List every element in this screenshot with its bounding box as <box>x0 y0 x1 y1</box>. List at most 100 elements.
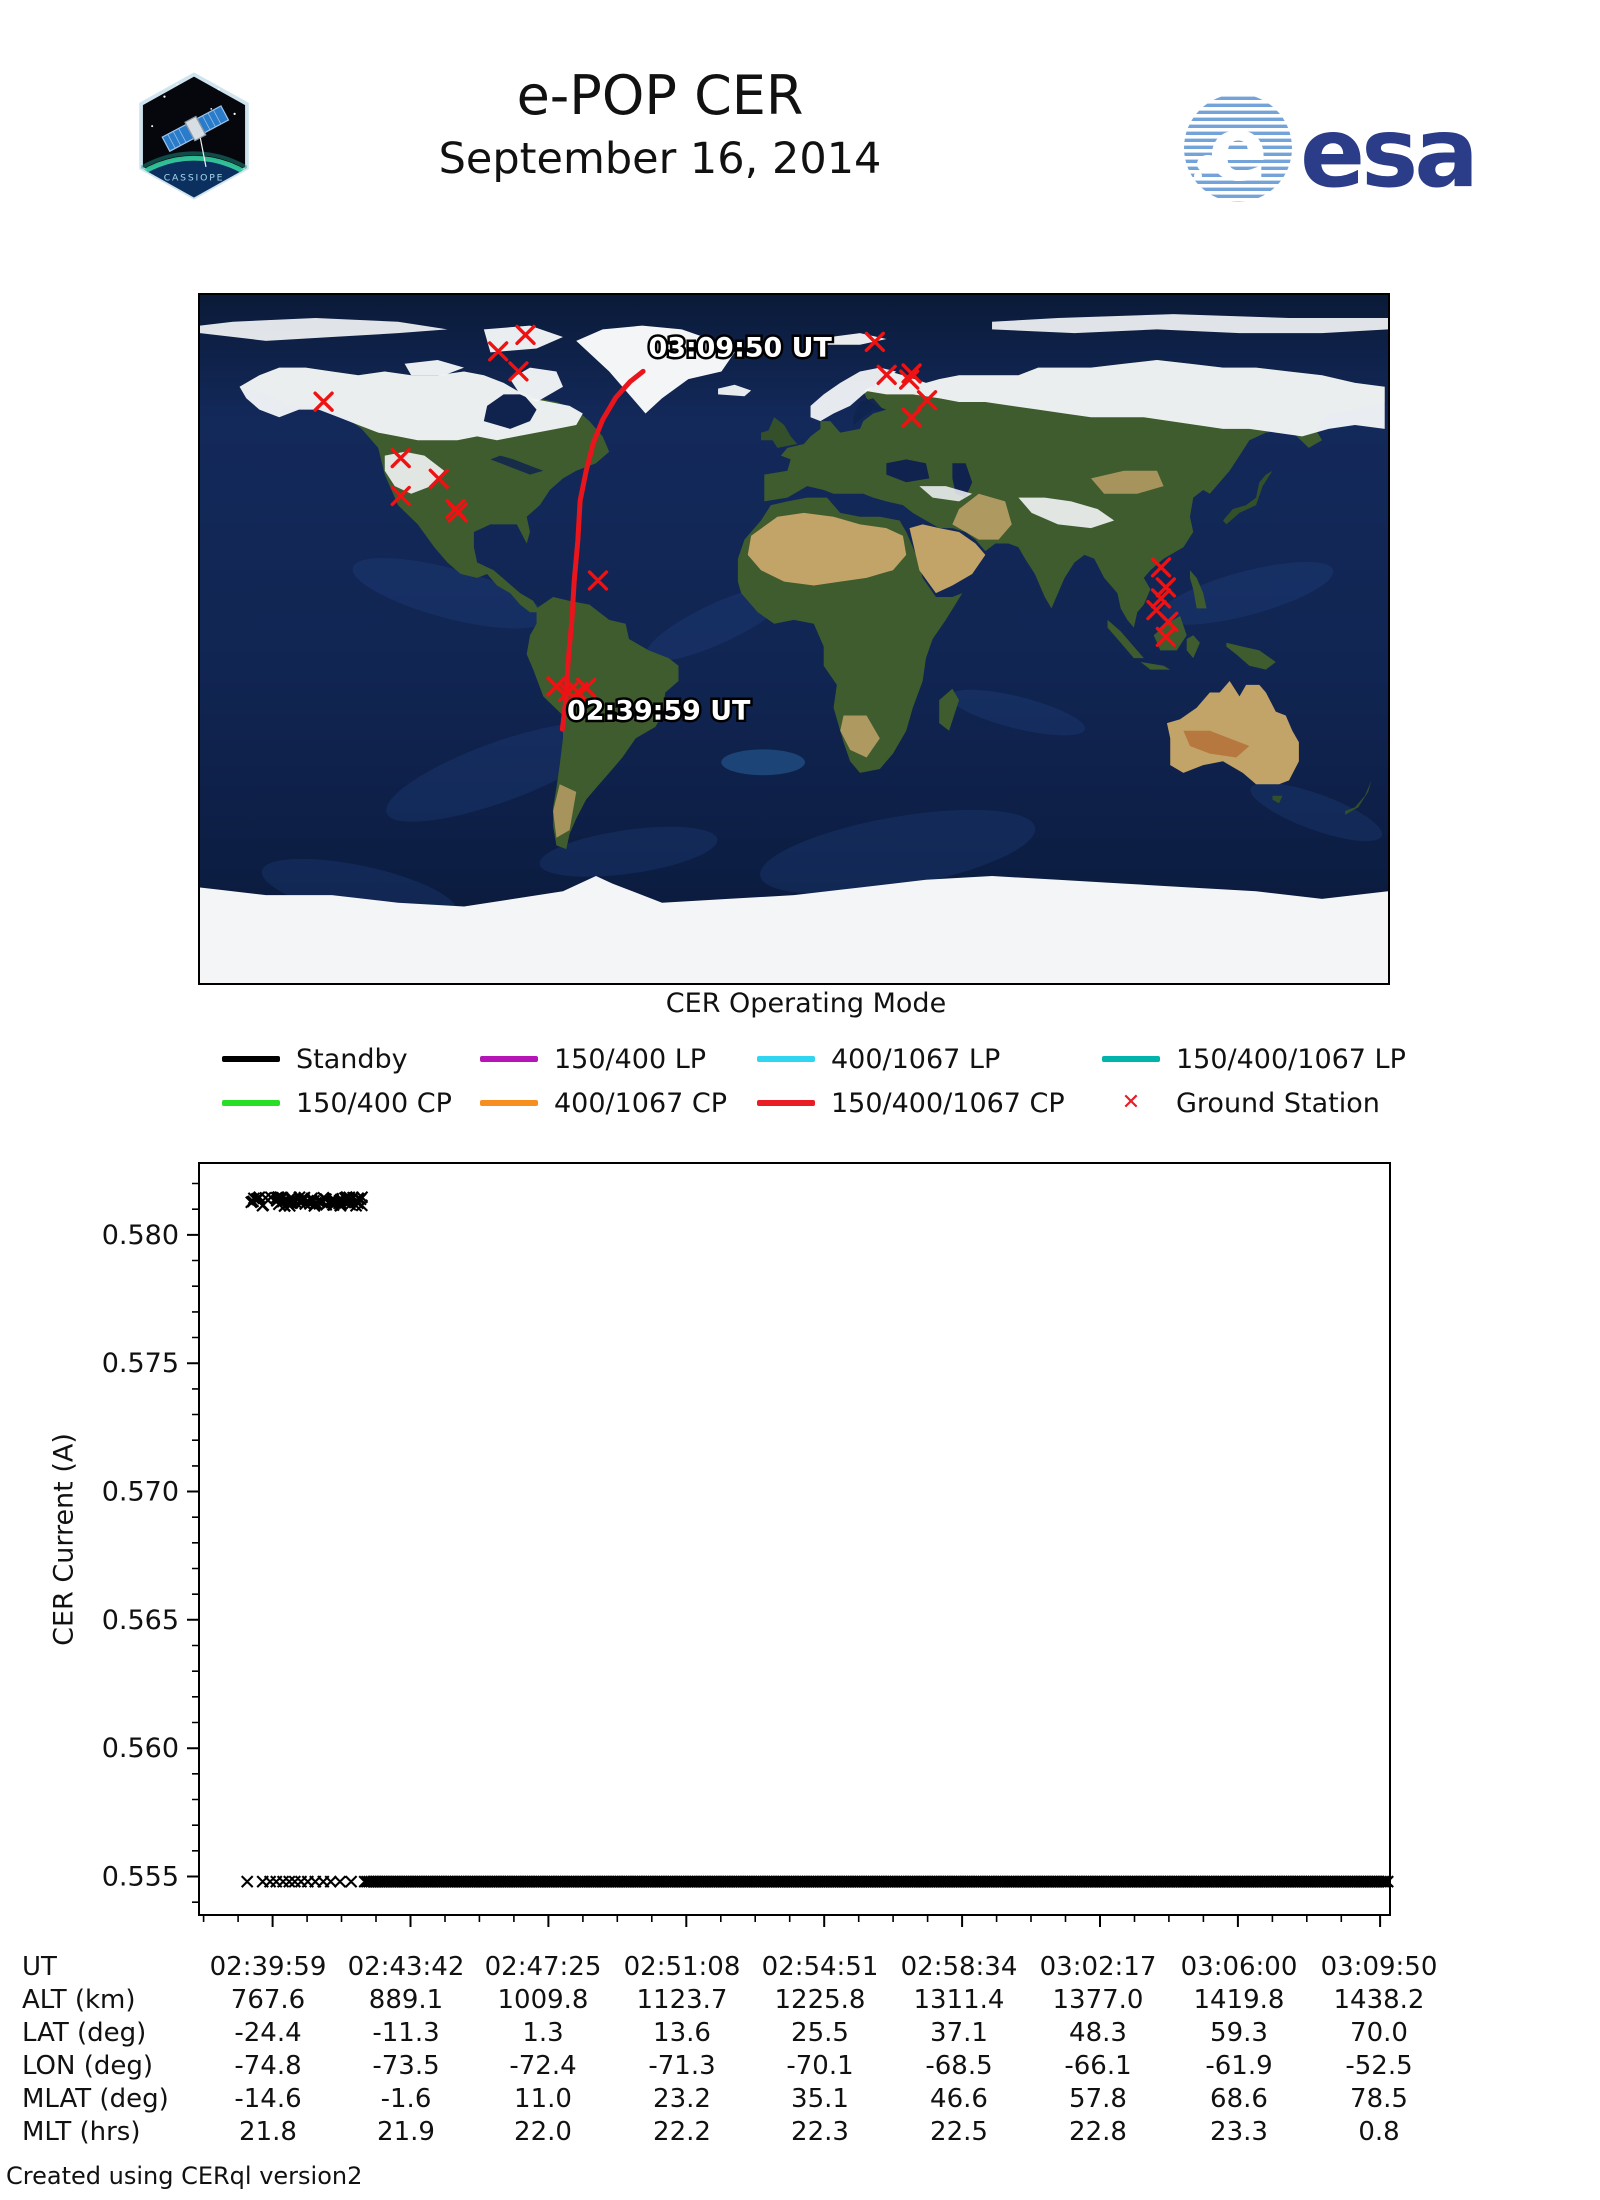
table-cell: 22.2 <box>653 2117 711 2147</box>
table-cell: 03:06:00 <box>1180 1952 1298 1982</box>
table-cell: 02:58:34 <box>900 1952 1018 1982</box>
table-cell: -61.9 <box>1205 2051 1273 2081</box>
table-cell: -70.1 <box>786 2051 854 2081</box>
table-cell: -73.5 <box>372 2051 440 2081</box>
legend-line-sample <box>480 1056 538 1062</box>
legend-line-sample <box>480 1100 538 1106</box>
y-tick-label: 0.560 <box>102 1733 179 1764</box>
table-cell: 22.0 <box>514 2117 572 2147</box>
esa-logo: e esa <box>1184 94 1478 208</box>
y-tick-label: 0.580 <box>102 1220 179 1251</box>
table-cell: 1.3 <box>522 2018 564 2048</box>
table-cell: 48.3 <box>1069 2018 1127 2048</box>
table-cell: 03:02:17 <box>1039 1952 1157 1982</box>
table-cell: 1009.8 <box>497 1985 589 2015</box>
table-cell: 21.9 <box>377 2117 435 2147</box>
svg-text:e: e <box>1208 98 1268 201</box>
table-cell: -1.6 <box>380 2084 432 2114</box>
table-cell: 02:51:08 <box>623 1952 741 1982</box>
table-cell: -74.8 <box>234 2051 302 2081</box>
table-cell: -71.3 <box>648 2051 716 2081</box>
satellite-track <box>559 368 646 732</box>
legend-line-sample <box>222 1100 280 1106</box>
table-row-label: ALT (km) <box>22 1985 136 2015</box>
table-cell: -72.4 <box>509 2051 577 2081</box>
table-cell: 1225.8 <box>774 1985 866 2015</box>
table-cell: -24.4 <box>234 2018 302 2048</box>
y-axis-label: CER Current (A) <box>48 1433 80 1646</box>
cassiope-mission-patch: CASSIOPE <box>139 72 249 200</box>
map-overlay: 03:09:50 UT 02:39:59 UT <box>313 324 1179 732</box>
table-cell: -11.3 <box>372 2018 440 2048</box>
legend-label: 150/400 CP <box>296 1087 452 1119</box>
table-cell: 03:09:50 <box>1320 1952 1438 1982</box>
page-title: e-POP CER <box>516 64 804 127</box>
patch-satellite <box>161 105 230 167</box>
table-cell: 23.2 <box>653 2084 711 2114</box>
y-tick-label: 0.555 <box>102 1862 179 1893</box>
table-cell: 68.6 <box>1210 2084 1268 2114</box>
legend-item-150-400-lp: 150/400 LP <box>480 1042 706 1076</box>
table-cell: 37.1 <box>930 2018 988 2048</box>
series-standby-high-cluster <box>245 1190 369 1213</box>
table-row-label: MLAT (deg) <box>22 2084 169 2114</box>
table-cell: 78.5 <box>1350 2084 1408 2114</box>
legend-x-marker-sample: ✕ <box>1121 1090 1141 1115</box>
table-cell: 1311.4 <box>913 1985 1005 2015</box>
table-row-label: UT <box>22 1952 57 1982</box>
legend-label: Ground Station <box>1176 1087 1380 1119</box>
major-ticks <box>187 1233 1382 1927</box>
legend-label: 150/400/1067 LP <box>1176 1043 1406 1075</box>
table-row-label: LAT (deg) <box>22 2018 147 2048</box>
table-cell: -52.5 <box>1345 2051 1413 2081</box>
legend-line-sample <box>757 1056 815 1062</box>
table-cell: 46.6 <box>930 2084 988 2114</box>
series-standby-low-continuous <box>358 1875 1394 1888</box>
series-standby-low-sparse <box>240 1875 358 1888</box>
minor-ticks <box>192 1182 1343 1922</box>
table-cell: 35.1 <box>791 2084 849 2114</box>
table-cell: 02:39:59 <box>209 1952 327 1982</box>
legend-label: Standby <box>296 1043 408 1075</box>
table-cell: -68.5 <box>925 2051 993 2081</box>
track-start-label: 02:39:59 UT <box>567 696 751 727</box>
legend-item-150-400-1067-lp: 150/400/1067 LP <box>1102 1042 1406 1076</box>
legend-item-150-400-cp: 150/400 CP <box>222 1086 452 1120</box>
plot-frame <box>198 1162 1391 1916</box>
page-date: September 16, 2014 <box>438 134 882 184</box>
table-cell: 25.5 <box>791 2018 849 2048</box>
patch-text: CASSIOPE <box>164 172 225 183</box>
table-cell: 02:47:25 <box>484 1952 602 1982</box>
table-cell: 22.5 <box>930 2117 988 2147</box>
table-cell: 21.8 <box>239 2117 297 2147</box>
table-cell: 70.0 <box>1350 2018 1408 2048</box>
table-cell: 02:43:42 <box>347 1952 465 1982</box>
table-cell: 22.8 <box>1069 2117 1127 2147</box>
table-cell: 767.6 <box>230 1985 306 2015</box>
table-cell: 1419.8 <box>1193 1985 1285 2015</box>
table-cell: 22.3 <box>791 2117 849 2147</box>
table-cell: 0.8 <box>1358 2117 1400 2147</box>
legend-label: 400/1067 LP <box>831 1043 1001 1075</box>
esa-globe <box>1184 94 1292 202</box>
ground-station-markers <box>313 324 1179 703</box>
y-tick-label: 0.575 <box>102 1348 179 1379</box>
legend-label: 150/400 LP <box>554 1043 707 1075</box>
legend-line-sample <box>757 1100 815 1106</box>
y-tick-label: 0.570 <box>102 1477 179 1508</box>
table-cell: 11.0 <box>514 2084 572 2114</box>
table-cell: -66.1 <box>1064 2051 1132 2081</box>
world-map-svg: 03:09:50 UT 02:39:59 UT <box>200 295 1388 983</box>
table-cell: 1438.2 <box>1333 1985 1425 2015</box>
table-cell: 02:54:51 <box>761 1952 879 1982</box>
table-cell: 889.1 <box>368 1985 444 2015</box>
track-end-label: 03:09:50 UT <box>648 333 832 364</box>
table-cell: 1123.7 <box>636 1985 728 2015</box>
table-cell: -14.6 <box>234 2084 302 2114</box>
esa-wordmark: esa <box>1300 97 1475 208</box>
cer-current-plot: 0.555 0.560 0.565 0.570 0.575 0.580 <box>102 1162 1394 1927</box>
legend-item-standby: Standby <box>222 1042 408 1076</box>
legend-title: CER Operating Mode <box>665 988 947 1019</box>
table-row-label: MLT (hrs) <box>22 2117 141 2147</box>
